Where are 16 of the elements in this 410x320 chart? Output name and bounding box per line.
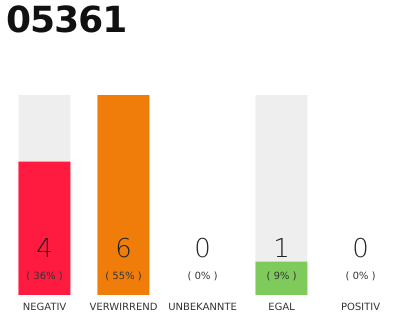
x-tick-label: EGAL bbox=[268, 302, 296, 314]
x-tick-label: UNBEKANNTE bbox=[168, 302, 237, 314]
data-label: 6 bbox=[114, 234, 133, 264]
annotation: ( 9% ) bbox=[265, 270, 298, 284]
data-label: 1 bbox=[272, 234, 291, 264]
x-tick-label: VERWIRREND bbox=[90, 302, 158, 314]
annotation: ( 0% ) bbox=[344, 270, 377, 284]
annotation: ( 0% ) bbox=[186, 270, 219, 284]
x-tick-label: POSITIV bbox=[340, 302, 380, 314]
data-label: 0 bbox=[193, 234, 212, 264]
annotation: ( 36% ) bbox=[25, 270, 64, 284]
chart-title: 05361 bbox=[6, 0, 126, 41]
data-label: 4 bbox=[35, 234, 54, 264]
x-tick-label: NEGATIV bbox=[22, 302, 66, 314]
data-label: 0 bbox=[351, 234, 370, 264]
annotation: ( 55% ) bbox=[104, 270, 143, 284]
